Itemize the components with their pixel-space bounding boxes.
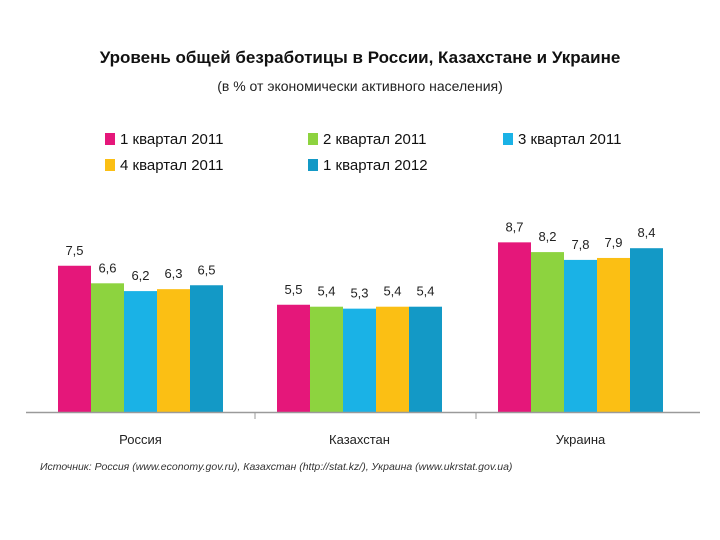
data-label: 8,2 — [538, 229, 556, 244]
data-label: 5,5 — [284, 282, 302, 297]
bar — [58, 265, 91, 412]
bar — [190, 285, 223, 412]
data-label: 6,2 — [131, 268, 149, 283]
data-label: 5,4 — [317, 284, 335, 299]
bar — [564, 259, 597, 412]
bar — [376, 306, 409, 412]
data-label: 8,7 — [505, 219, 523, 234]
data-label: 6,5 — [197, 262, 215, 277]
legend-item-q4-2011: 4 квартал 2011 — [105, 154, 223, 176]
bar — [630, 248, 663, 412]
legend-swatch-q4-2011 — [105, 159, 115, 171]
legend-item-q2-2011: 2 квартал 2011 — [308, 128, 426, 150]
legend-swatch-q1-2011 — [105, 133, 115, 145]
legend-item-q1-2012: 1 квартал 2012 — [308, 154, 428, 176]
data-label: 5,3 — [350, 286, 368, 301]
chart-subtitle: (в % от экономически активного населения… — [217, 78, 503, 94]
legend-item-q1-2011: 1 квартал 2011 — [105, 128, 223, 150]
bar — [310, 306, 343, 412]
bar — [343, 308, 376, 412]
chart-title: Уровень общей безработицы в России, Каза… — [99, 48, 621, 67]
legend-swatch-q1-2012 — [308, 159, 318, 171]
legend-label-q4-2011: 4 квартал 2011 — [120, 156, 224, 174]
data-label: 7,5 — [65, 243, 83, 258]
category-label: Россия — [119, 432, 162, 447]
data-label: 7,9 — [604, 235, 622, 250]
data-label: 6,6 — [98, 260, 116, 275]
data-label: 7,8 — [571, 237, 589, 252]
data-label: 5,4 — [383, 284, 401, 299]
bar — [277, 304, 310, 412]
bar — [157, 289, 190, 412]
data-label: 5,4 — [416, 284, 434, 299]
data-label: 8,4 — [637, 225, 655, 240]
bar — [531, 252, 564, 412]
source-note: Источник: Россия (www.economy.gov.ru), К… — [40, 461, 513, 473]
bar — [409, 306, 442, 412]
data-label: 6,3 — [164, 266, 182, 281]
legend-label-q1-2012: 1 квартал 2012 — [323, 156, 428, 174]
legend-label-q3-2011: 3 квартал 2011 — [518, 130, 622, 148]
bar — [597, 257, 630, 412]
category-label: Украина — [556, 432, 606, 447]
bar — [91, 283, 124, 412]
legend-swatch-q2-2011 — [308, 133, 318, 145]
legend-swatch-q3-2011 — [503, 133, 513, 145]
chart-legend: 1 квартал 2011 2 квартал 2011 3 квартал … — [105, 128, 665, 180]
bar — [498, 242, 531, 412]
legend-label-q1-2011: 1 квартал 2011 — [120, 130, 224, 148]
category-label: Казахстан — [329, 432, 390, 447]
legend-item-q3-2011: 3 квартал 2011 — [503, 128, 621, 150]
legend-label-q2-2011: 2 квартал 2011 — [323, 130, 427, 148]
bar — [124, 291, 157, 412]
